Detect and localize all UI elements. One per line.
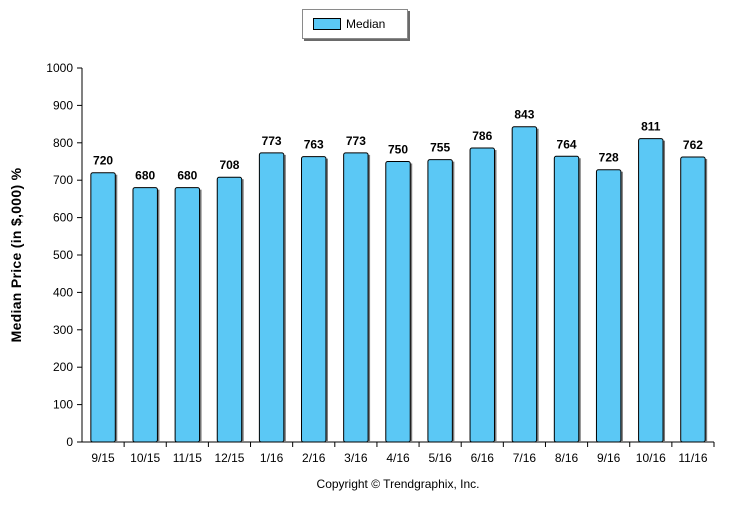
legend: Median (302, 9, 408, 39)
x-tick-label: 11/15 (173, 451, 202, 465)
x-tick-label: 9/15 (91, 451, 115, 465)
data-label: 720 (93, 154, 113, 168)
bar (553, 155, 580, 443)
y-tick-label: 800 (53, 136, 73, 150)
x-tick-label: 6/16 (471, 451, 495, 465)
data-label: 708 (219, 158, 239, 172)
data-label: 843 (514, 108, 534, 122)
x-tick-label: 4/16 (386, 451, 410, 465)
x-tick-label: 3/16 (344, 451, 368, 465)
bar (174, 187, 201, 443)
x-tick-label: 10/16 (636, 451, 666, 465)
bar (427, 159, 453, 443)
bar (595, 169, 622, 443)
data-label: 764 (557, 137, 577, 151)
legend-swatch-median (313, 18, 341, 30)
data-label: 763 (304, 138, 324, 152)
x-tick-label: 2/16 (302, 451, 326, 465)
bar (343, 152, 369, 443)
data-label: 728 (599, 151, 619, 165)
y-tick-label: 400 (53, 285, 73, 299)
y-tick-label: 300 (53, 323, 73, 337)
data-label: 773 (346, 134, 366, 148)
y-tick-label: 100 (53, 398, 73, 412)
x-tick-label: 11/16 (678, 451, 707, 465)
legend-label-median: Median (346, 17, 386, 31)
x-tick-label: 12/15 (214, 451, 244, 465)
x-tick-label: 10/15 (130, 451, 160, 465)
bar (132, 187, 158, 443)
x-tick-label: 9/16 (597, 451, 621, 465)
bar (301, 156, 327, 443)
data-label: 750 (388, 143, 408, 157)
bar (216, 176, 243, 443)
bar (638, 138, 664, 443)
y-tick-label: 900 (53, 98, 73, 112)
data-label: 680 (135, 169, 155, 183)
y-tick-label: 1000 (46, 61, 73, 75)
bar (258, 152, 285, 443)
y-tick-label: 0 (66, 435, 73, 449)
y-tick-label: 700 (53, 173, 73, 187)
bar (385, 161, 411, 443)
y-tick-label: 600 (53, 211, 73, 225)
x-tick-label: 1/16 (260, 451, 284, 465)
bar (680, 156, 706, 443)
bar (90, 172, 116, 443)
bar (511, 126, 538, 443)
data-label: 762 (683, 138, 703, 152)
data-label: 811 (641, 120, 661, 134)
bar (469, 147, 495, 443)
data-label: 786 (472, 129, 492, 143)
y-tick-label: 200 (53, 360, 73, 374)
x-tick-label: 5/16 (428, 451, 452, 465)
copyright-text: Copyright © Trendgraphix, Inc. (316, 477, 480, 491)
data-label: 755 (430, 141, 450, 155)
y-tick-label: 500 (53, 248, 73, 262)
data-label: 680 (177, 169, 197, 183)
x-tick-label: 7/16 (513, 451, 537, 465)
x-tick-label: 8/16 (555, 451, 579, 465)
data-label: 773 (262, 134, 282, 148)
